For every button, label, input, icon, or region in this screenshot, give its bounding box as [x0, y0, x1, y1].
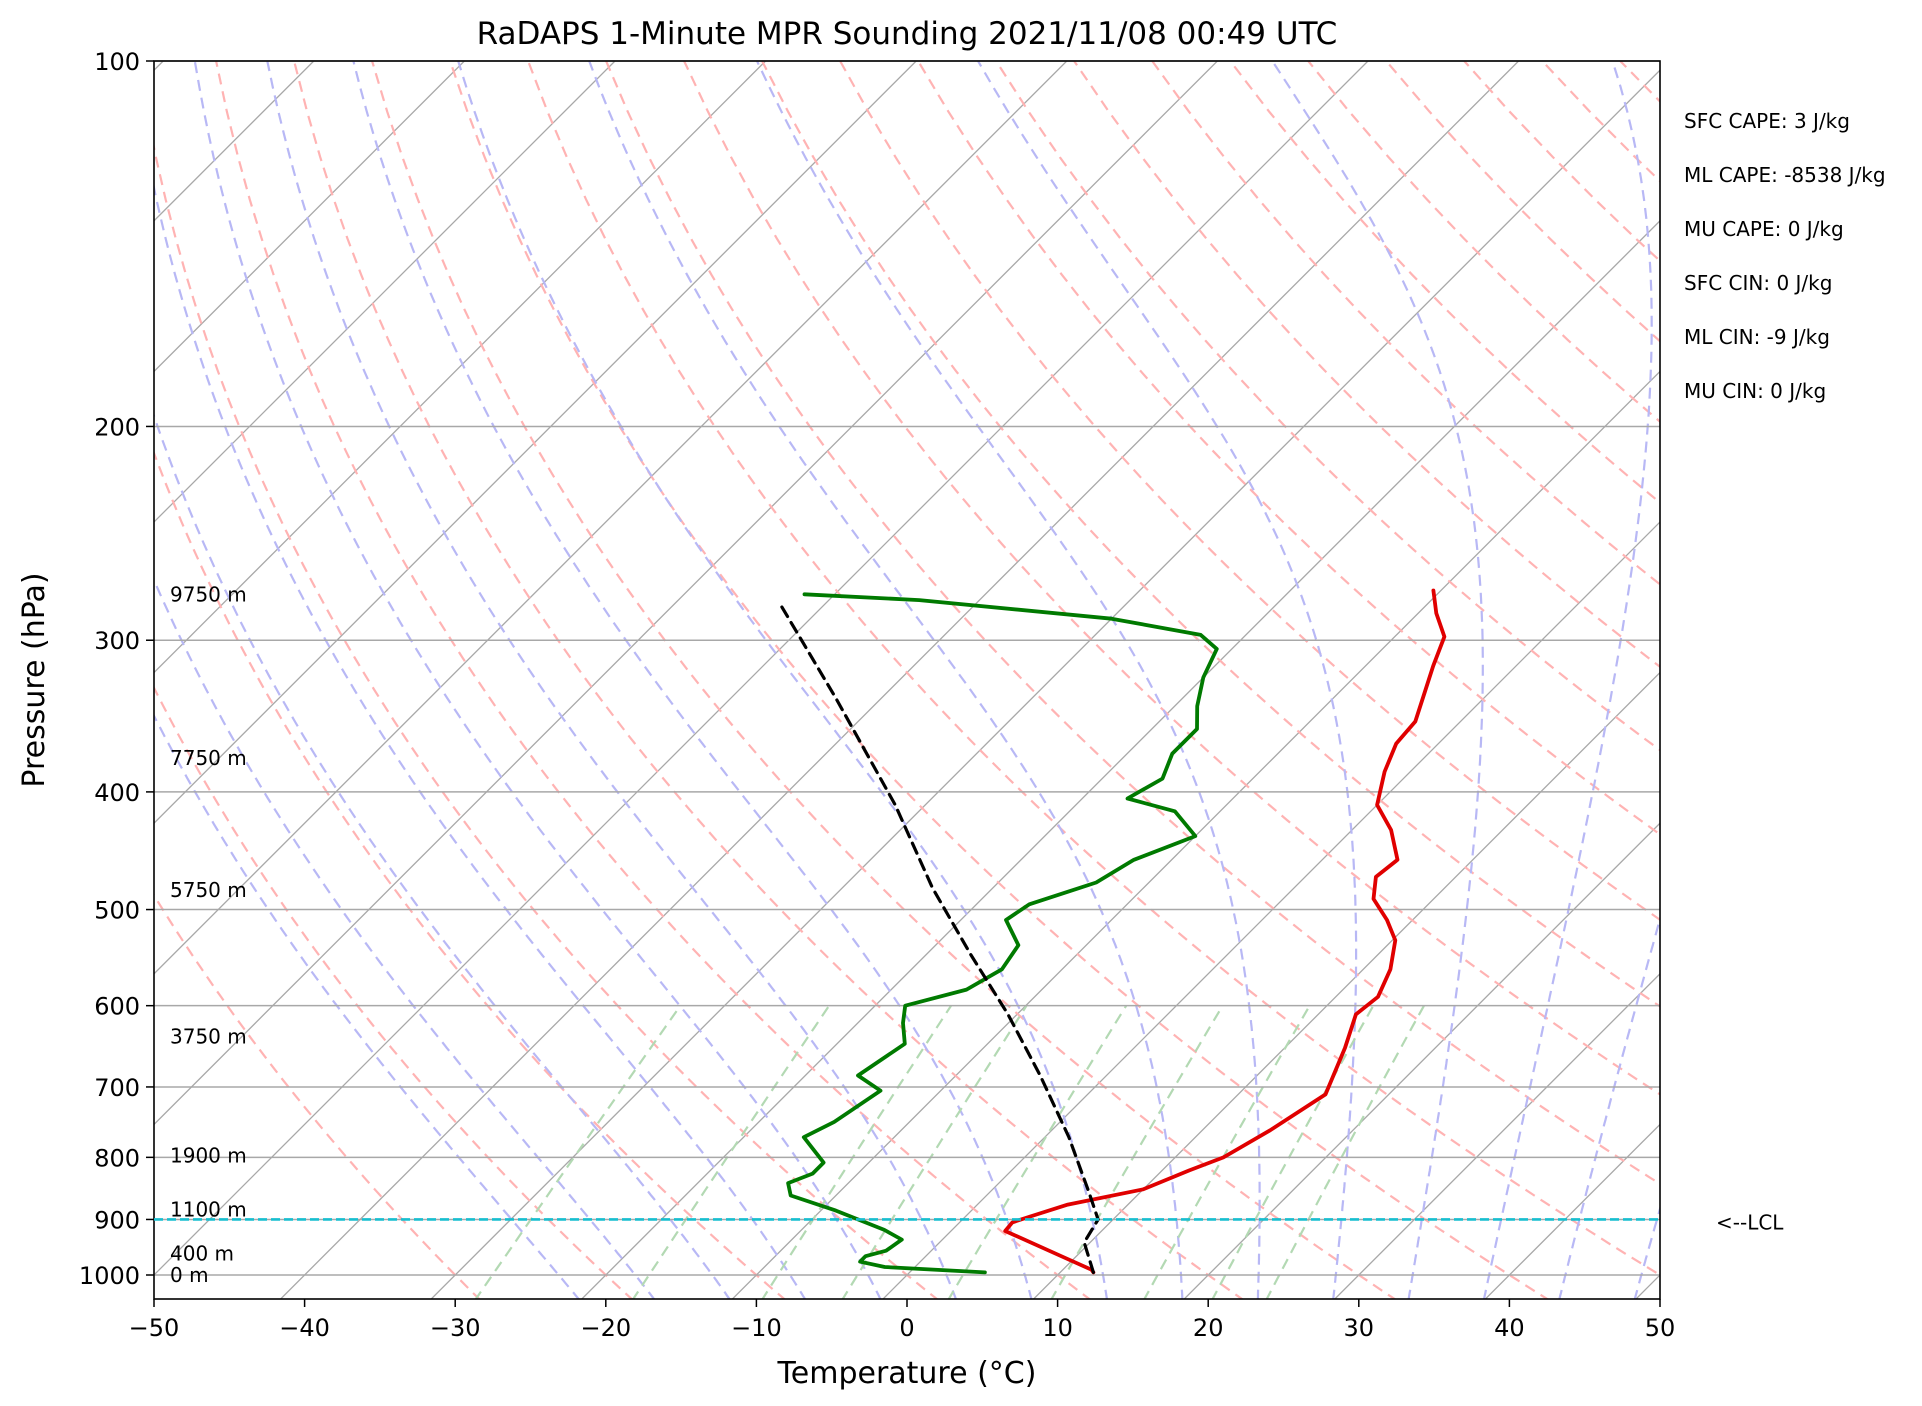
x-tick-label: 0: [899, 1314, 914, 1342]
y-tick-label: 300: [94, 627, 140, 655]
dry-adiabat-line: [371, 61, 1397, 1299]
y-tick-label: 400: [94, 779, 140, 807]
moist-adiabat-line: [266, 61, 958, 1299]
moist-adiabat-line: [1558, 914, 1660, 1299]
y-tick-label: 500: [94, 897, 140, 925]
isotherm-line: [154, 61, 465, 373]
isotherm-line: [580, 219, 1660, 1299]
isotherm-line: [1183, 822, 1660, 1299]
dry-adiabat-line: [995, 61, 1660, 752]
height-label: 9750 m: [170, 582, 247, 606]
isotherm-line: [731, 370, 1660, 1299]
dry-adiabat-line: [761, 61, 1660, 1008]
dry-adiabat-line: [839, 61, 1660, 922]
isotherm-line: [1032, 671, 1660, 1299]
x-tick-label: 50: [1645, 1314, 1676, 1342]
mixing-ratio-line: [1265, 1005, 1425, 1299]
dewpoint-trace: [786, 592, 1219, 1275]
lcl-label: <--LCL: [1716, 1210, 1784, 1234]
moist-adiabat-line: [154, 412, 731, 1299]
moist-adiabat-line: [154, 713, 581, 1299]
mixing-ratio-line: [631, 1005, 831, 1299]
moist-adiabat-line: [154, 577, 656, 1299]
dry-adiabat-line: [527, 61, 1660, 1277]
isotherm-line: [154, 61, 1068, 975]
x-tick-label: −10: [731, 1314, 782, 1342]
height-label: 1100 m: [170, 1197, 247, 1221]
dry-adiabat-line: [154, 893, 481, 1299]
stat-text: MU CAPE: 0 J/kg: [1684, 217, 1844, 241]
x-tick-label: −40: [279, 1314, 330, 1342]
mixing-ratio-line: [474, 1005, 682, 1299]
x-tick-label: −30: [430, 1314, 481, 1342]
mixing-ratio-line: [761, 1005, 953, 1299]
temperature-trace: [1003, 588, 1447, 1275]
dry-adiabat-line: [293, 61, 1244, 1299]
dry-adiabat-line: [449, 61, 1550, 1299]
y-tick-label: 800: [94, 1144, 140, 1172]
x-tick-label: −20: [580, 1314, 631, 1342]
y-tick-label: 1000: [79, 1262, 140, 1290]
x-tick-label: 30: [1344, 1314, 1375, 1342]
moist-adiabat-line: [1271, 61, 1484, 1299]
dry-adiabat-line: [154, 142, 939, 1299]
isotherm-line: [154, 61, 917, 825]
x-tick-label: 10: [1042, 1314, 1073, 1342]
mixing-ratio-line: [1143, 1005, 1311, 1299]
sounding-traces: [778, 588, 1447, 1275]
y-tick-label: 200: [94, 413, 140, 441]
stat-text: MU CIN: 0 J/kg: [1684, 379, 1826, 403]
height-label: 3750 m: [170, 1024, 247, 1048]
height-label: 7750 m: [170, 746, 247, 770]
isotherm-line: [154, 61, 1218, 1126]
isotherm-line: [154, 61, 616, 523]
dry-adiabat-line: [605, 61, 1660, 1186]
x-tick-label: −50: [129, 1314, 180, 1342]
mixing-ratio-line: [1211, 1005, 1375, 1299]
height-label: 400 m: [170, 1241, 234, 1265]
x-tick-label: 40: [1494, 1314, 1525, 1342]
annotations: <--LCL 9750 m 7750 m 5750 m 3750 m 1900 m 1100…: [154, 109, 1886, 1287]
y-tick-label: 600: [94, 993, 140, 1021]
isotherm-line: [279, 61, 1520, 1299]
height-label: 0 m: [170, 1263, 209, 1287]
moist-adiabat-line: [756, 61, 1261, 1299]
height-label: 5750 m: [170, 878, 247, 902]
isotherm-line: [882, 521, 1660, 1299]
isotherm-line: [154, 61, 767, 674]
reference-lines: [154, 61, 1660, 1299]
moist-adiabat-line: [1482, 61, 1653, 1299]
stat-text: SFC CIN: 0 J/kg: [1684, 271, 1832, 295]
stat-text: ML CIN: -9 J/kg: [1684, 325, 1830, 349]
moist-adiabat-line: [588, 61, 1184, 1299]
x-tick-label: 20: [1193, 1314, 1224, 1342]
dry-adiabat-line: [154, 450, 786, 1299]
mixing-ratio-line: [947, 1005, 1128, 1299]
dry-adiabat-line: [1073, 61, 1660, 669]
dry-adiabat-line: [683, 61, 1660, 1096]
isotherm-line: [430, 69, 1660, 1299]
moist-adiabat-line: [193, 61, 882, 1299]
height-label: 1900 m: [170, 1143, 247, 1167]
moist-adiabat-line: [352, 61, 1033, 1299]
y-axis-label: Pressure (hPa): [17, 572, 52, 787]
moist-adiabat-line: [154, 182, 807, 1299]
stat-text: ML CAPE: -8538 J/kg: [1684, 163, 1886, 187]
isotherm-line: [154, 61, 1369, 1276]
x-axis-label: Temperature (°C): [777, 1356, 1037, 1391]
dry-adiabat-line: [215, 61, 1092, 1299]
dry-adiabat-line: [1151, 61, 1660, 586]
chart-title: RaDAPS 1-Minute MPR Sounding 2021/11/08 …: [477, 16, 1338, 52]
dry-adiabat-line: [154, 685, 634, 1299]
parcel-path: [778, 602, 1100, 1274]
y-tick-label: 700: [94, 1074, 140, 1102]
y-tick-label: 900: [94, 1206, 140, 1234]
y-tick-label: 100: [94, 48, 140, 76]
stat-text: SFC CAPE: 3 J/kg: [1684, 109, 1850, 133]
isotherm-line: [1333, 972, 1660, 1299]
moist-adiabat-line: [457, 61, 1109, 1299]
